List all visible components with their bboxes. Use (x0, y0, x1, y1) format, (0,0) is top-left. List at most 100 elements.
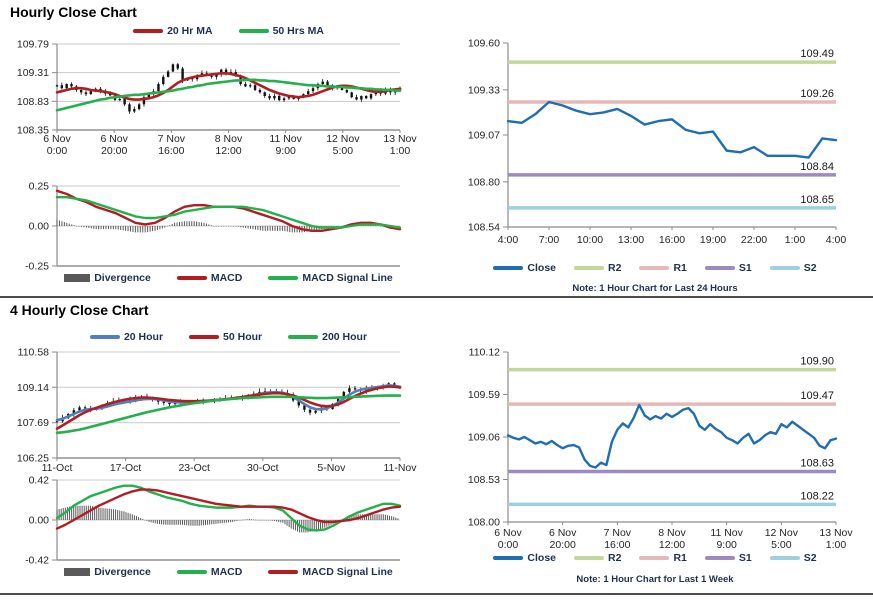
legend-item-close: Close (493, 262, 556, 274)
legend-label: 20 Hr MA (167, 25, 213, 37)
svg-text:22:00: 22:00 (741, 234, 767, 246)
svg-text:7 Nov: 7 Nov (158, 133, 186, 145)
svg-text:16:00: 16:00 (659, 234, 685, 246)
svg-text:110.58: 110.58 (18, 347, 49, 359)
svg-text:1:00: 1:00 (785, 234, 806, 246)
four-hourly-macd-chart: 0.42 0.00 -0.42 (25, 475, 402, 567)
legend-item-r1: R1 (639, 552, 687, 564)
svg-text:19:00: 19:00 (700, 234, 726, 246)
r1-swatch-icon (639, 556, 670, 560)
legend-label: S2 (803, 552, 817, 564)
four-hourly-price-legend: 20 Hour 50 Hour 200 Hour (57, 331, 400, 343)
svg-text:108.54: 108.54 (468, 222, 500, 234)
legend-item-divergence: Divergence (64, 272, 151, 284)
hourly-macd-chart: 0.25 0.00 -0.25 (25, 181, 402, 273)
svg-text:1:00: 1:00 (826, 539, 847, 551)
r2-swatch-icon (574, 266, 605, 270)
legend-label: Close (527, 262, 557, 274)
svg-text:109.06: 109.06 (468, 432, 500, 444)
svg-text:16:00: 16:00 (604, 539, 630, 551)
legend-label: Divergence (94, 272, 151, 284)
svg-text:0.00: 0.00 (29, 515, 50, 527)
legend-item-s1: S1 (704, 262, 752, 274)
svg-text:11 Nov: 11 Nov (269, 133, 302, 145)
hourly-section-title: Hourly Close Chart (10, 4, 137, 20)
svg-text:108.83: 108.83 (17, 96, 49, 108)
r2-swatch-icon (574, 556, 605, 560)
svg-text:1:00: 1:00 (390, 145, 411, 157)
section-separator (0, 296, 873, 298)
svg-text:108.53: 108.53 (468, 474, 500, 486)
s2-swatch-icon (769, 556, 800, 560)
svg-text:11-Nov: 11-Nov (383, 462, 417, 474)
svg-text:109.14: 109.14 (17, 382, 49, 394)
svg-text:8 Nov: 8 Nov (658, 527, 686, 539)
svg-text:109.90: 109.90 (800, 356, 834, 368)
svg-text:108.22: 108.22 (800, 490, 834, 502)
svg-text:30-Oct: 30-Oct (247, 462, 279, 474)
four-hourly-section-title: 4 Hourly Close Chart (10, 302, 149, 318)
macd-signal-swatch-icon (268, 276, 299, 280)
svg-text:106.25: 106.25 (17, 453, 49, 465)
weekly-levels-legend: Close R2 R1 S1 S2 (460, 552, 850, 564)
legend-label: R1 (673, 552, 687, 564)
svg-text:12:00: 12:00 (215, 145, 241, 157)
svg-text:17-Oct: 17-Oct (110, 462, 142, 474)
legend-item-divergence: Divergence (64, 566, 151, 578)
s2-swatch-icon (769, 266, 800, 270)
ma-20hr-swatch-icon (133, 29, 164, 33)
svg-text:6 Nov: 6 Nov (549, 527, 577, 539)
divergence-swatch-icon (64, 568, 91, 576)
macd-signal-swatch-icon (268, 570, 299, 574)
svg-text:109.49: 109.49 (800, 48, 834, 60)
r1-swatch-icon (639, 266, 670, 270)
svg-text:6 Nov: 6 Nov (100, 133, 128, 145)
legend-item-macd: MACD (176, 272, 242, 284)
svg-text:4:00: 4:00 (498, 234, 519, 246)
svg-text:108.35: 108.35 (17, 125, 49, 137)
close-swatch-icon (493, 266, 524, 270)
svg-text:109.26: 109.26 (800, 88, 834, 100)
svg-text:-0.25: -0.25 (25, 261, 49, 273)
svg-text:4:00: 4:00 (826, 234, 847, 246)
svg-text:108.00: 108.00 (468, 517, 500, 529)
svg-text:107.69: 107.69 (17, 417, 49, 429)
legend-label: S2 (803, 262, 817, 274)
svg-text:11 Nov: 11 Nov (710, 527, 743, 539)
svg-text:23-Oct: 23-Oct (178, 462, 210, 474)
macd-swatch-icon (176, 570, 207, 574)
svg-text:108.84: 108.84 (800, 161, 834, 173)
svg-text:13 Nov: 13 Nov (819, 527, 853, 539)
ma-200hour-swatch-icon (288, 335, 319, 339)
legend-label: Close (527, 552, 557, 564)
svg-text:13 Nov: 13 Nov (383, 133, 417, 145)
svg-text:10:00: 10:00 (577, 234, 603, 246)
svg-text:12 Nov: 12 Nov (765, 527, 799, 539)
legend-label: MACD (210, 566, 243, 578)
s1-swatch-icon (704, 266, 735, 270)
ma-20hour-swatch-icon (89, 335, 120, 339)
svg-text:109.79: 109.79 (17, 39, 49, 51)
svg-text:9:00: 9:00 (716, 539, 737, 551)
svg-text:109.47: 109.47 (800, 390, 834, 402)
legend-label: MACD Signal Line (302, 566, 393, 578)
svg-text:8 Nov: 8 Nov (215, 133, 243, 145)
svg-text:0:00: 0:00 (498, 539, 519, 551)
svg-text:6 Nov: 6 Nov (43, 133, 71, 145)
svg-text:0.00: 0.00 (29, 221, 50, 233)
svg-text:108.65: 108.65 (800, 194, 834, 206)
svg-text:16:00: 16:00 (158, 145, 184, 157)
macd-swatch-icon (176, 276, 207, 280)
legend-item-20hr-ma: 20 Hr MA (133, 25, 213, 37)
svg-text:0.25: 0.25 (29, 181, 50, 193)
hourly-levels-legend: Close R2 R1 S1 S2 (460, 262, 850, 274)
svg-text:5:00: 5:00 (333, 145, 354, 157)
legend-item-s2: S2 (769, 262, 817, 274)
legend-label: 20 Hour (123, 331, 164, 343)
legend-item-r2: R2 (574, 552, 621, 564)
svg-text:108.63: 108.63 (800, 457, 834, 469)
legend-item-close: Close (493, 552, 556, 564)
s1-swatch-icon (704, 556, 735, 560)
